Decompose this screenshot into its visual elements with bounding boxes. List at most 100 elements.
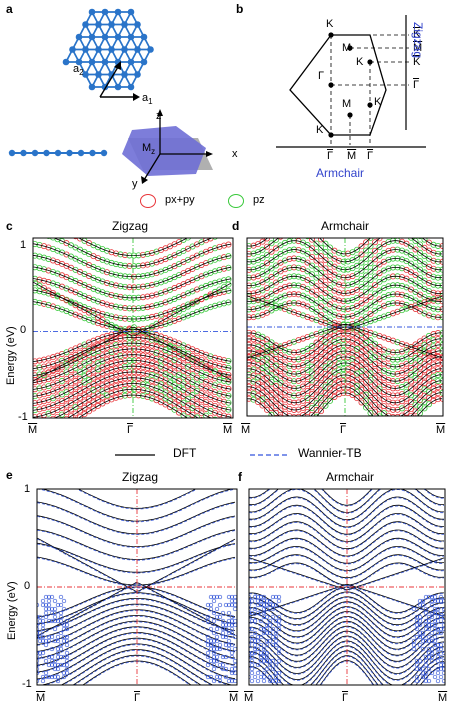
orbital-weight-marker bbox=[36, 399, 43, 406]
wannier-marker bbox=[52, 662, 58, 668]
wannier-marker bbox=[55, 662, 61, 668]
wannier-marker bbox=[423, 674, 429, 680]
orbital-weight-marker bbox=[220, 300, 227, 307]
orbital-weight-marker bbox=[259, 377, 266, 384]
wannier-marker bbox=[441, 614, 445, 620]
orbital-weight-marker bbox=[259, 333, 266, 340]
orbital-weight-marker bbox=[403, 395, 410, 402]
orbital-weight-marker bbox=[398, 405, 405, 412]
orbital-weight-marker bbox=[425, 382, 432, 389]
lattice-atom bbox=[95, 46, 102, 53]
wannier-marker bbox=[223, 634, 229, 640]
wannier-marker bbox=[423, 594, 429, 600]
orbital-weight-marker bbox=[113, 336, 120, 343]
orbital-weight-marker bbox=[211, 354, 218, 361]
orbital-weight-marker bbox=[300, 412, 306, 416]
orbital-weight-marker bbox=[162, 389, 169, 396]
wannier-band bbox=[83, 661, 191, 685]
wannier-marker bbox=[267, 658, 273, 664]
wannier-marker bbox=[226, 646, 232, 652]
panel-label-e: e bbox=[6, 468, 13, 482]
lattice-atom bbox=[147, 46, 154, 53]
orbital-weight-marker bbox=[225, 385, 232, 392]
orbital-weight-marker bbox=[327, 276, 334, 283]
orbital-weight-marker bbox=[282, 283, 289, 290]
orbital-weight-marker bbox=[318, 269, 325, 276]
orbital-weight-marker bbox=[354, 358, 361, 365]
wannier-marker bbox=[214, 654, 220, 660]
orbital-weight-marker bbox=[376, 413, 383, 416]
wannier-marker bbox=[264, 622, 270, 628]
orbital-weight-marker bbox=[416, 364, 423, 371]
orbital-weight-marker bbox=[113, 365, 120, 372]
wannier-marker bbox=[217, 662, 223, 668]
wannier-marker bbox=[429, 594, 435, 600]
orbital-weight-marker bbox=[385, 256, 392, 263]
orbital-weight-marker bbox=[144, 251, 151, 258]
orbital-weight-marker bbox=[412, 246, 419, 253]
orbital-weight-marker bbox=[259, 339, 266, 346]
wannier-marker bbox=[37, 614, 40, 620]
orbital-weight-marker bbox=[33, 365, 38, 372]
wannier-marker bbox=[267, 630, 273, 636]
panel-label-f: f bbox=[238, 470, 242, 484]
orbital-weight-marker bbox=[367, 310, 374, 317]
wannier-band bbox=[249, 489, 444, 507]
orbital-weight-marker bbox=[77, 414, 83, 418]
orbital-weight-marker bbox=[425, 357, 432, 364]
dft-band bbox=[60, 649, 214, 685]
orbital-weight-marker bbox=[86, 408, 93, 415]
orbital-weight-marker bbox=[259, 279, 266, 286]
dft-band bbox=[247, 238, 443, 255]
wannier-marker bbox=[261, 654, 267, 660]
bz-bottom-m: M bbox=[347, 150, 357, 162]
dft-band bbox=[37, 626, 236, 666]
orbital-weight-marker bbox=[354, 376, 361, 383]
wannier-marker bbox=[441, 598, 445, 604]
wannier-marker bbox=[52, 674, 58, 680]
orbital-weight-marker bbox=[153, 312, 160, 319]
wannier-marker bbox=[208, 594, 214, 600]
wannier-marker bbox=[208, 602, 214, 608]
orbital-weight-marker bbox=[36, 374, 43, 381]
orbital-weight-marker bbox=[108, 249, 115, 256]
orbital-weight-marker bbox=[40, 277, 47, 284]
orbital-weight-marker bbox=[199, 416, 204, 418]
orbital-weight-marker bbox=[171, 406, 178, 413]
wannier-marker bbox=[429, 622, 435, 628]
wannier-marker bbox=[264, 626, 270, 632]
wannier-marker bbox=[429, 614, 435, 620]
orbital-weight-marker bbox=[113, 342, 120, 349]
orbital-weight-marker bbox=[286, 348, 293, 355]
orbital-weight-marker bbox=[162, 315, 169, 322]
orbital-weight-marker bbox=[318, 311, 325, 318]
orbital-weight-marker bbox=[175, 384, 182, 391]
orbital-weight-marker bbox=[180, 374, 187, 381]
orbital-weight-marker bbox=[185, 415, 191, 418]
orbital-weight-marker bbox=[318, 286, 325, 293]
wannier-marker bbox=[261, 606, 267, 612]
orbital-weight-marker bbox=[430, 265, 437, 272]
orbital-weight-marker bbox=[331, 369, 338, 376]
dft-band bbox=[37, 603, 236, 639]
orbital-weight-marker bbox=[367, 302, 374, 309]
wannier-marker bbox=[414, 674, 420, 680]
wannier-marker bbox=[37, 634, 40, 640]
orbital-weight-marker bbox=[216, 356, 223, 363]
orbital-weight-marker bbox=[354, 262, 361, 269]
wannier-marker bbox=[441, 678, 445, 684]
wannier-marker bbox=[229, 670, 235, 676]
orbital-weight-marker bbox=[254, 374, 261, 381]
orbital-weight-marker bbox=[304, 294, 311, 301]
orbital-weight-marker bbox=[254, 380, 261, 387]
lattice-atom bbox=[95, 21, 102, 28]
wannier-band bbox=[37, 604, 236, 639]
orbital-weight-marker bbox=[40, 356, 47, 363]
wannier-marker bbox=[55, 638, 61, 644]
orbital-weight-marker bbox=[99, 340, 106, 347]
wannier-marker bbox=[426, 614, 432, 620]
panel-label-a: a bbox=[6, 2, 13, 16]
dft-band bbox=[33, 266, 232, 299]
wannier-marker bbox=[55, 654, 61, 660]
orbital-weight-marker bbox=[327, 341, 334, 348]
